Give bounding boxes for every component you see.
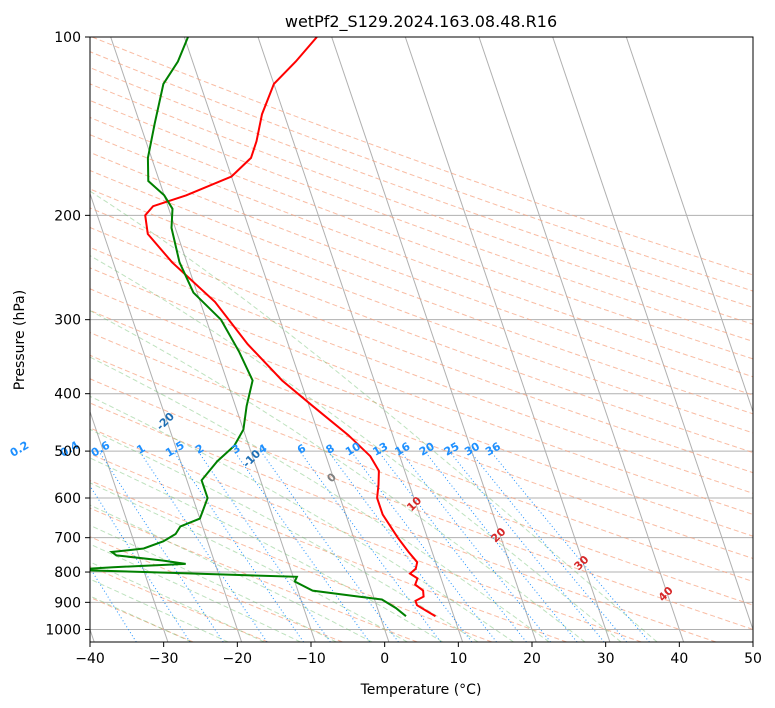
x-tick-label: −40 [75, 651, 105, 667]
dry-adiabat [90, 288, 753, 537]
dry-adiabat [90, 267, 753, 515]
x-tick-label: 0 [380, 651, 389, 667]
y-tick-label: 700 [54, 531, 81, 547]
x-tick-label: −10 [296, 651, 326, 667]
moist-adiabat [90, 561, 265, 642]
dry-adiabat [90, 596, 194, 642]
dry-adiabat [90, 378, 753, 630]
dewpoint-profile [90, 37, 407, 617]
y-tick-label: 600 [54, 491, 81, 507]
y-tick-label: 1000 [45, 622, 81, 638]
dry-adiabat [90, 402, 717, 642]
mixing-ratio-line [90, 484, 191, 642]
mixing-ratio-line [424, 450, 578, 642]
plot-frame [89, 36, 754, 643]
mixing-ratio-line [469, 450, 627, 642]
x-tick-label: 50 [744, 651, 762, 667]
y-tick-label: 800 [54, 565, 81, 581]
dry-adiabat [90, 169, 753, 415]
mixing-ratio-line [172, 450, 304, 642]
moist-adiabat [90, 395, 514, 642]
dry-adiabat [90, 427, 642, 642]
y-tick-label: 300 [54, 313, 81, 329]
isotherm [257, 37, 464, 642]
isotherm [183, 37, 390, 642]
x-axis-label: Temperature (°C) [360, 682, 482, 698]
dry-adiabat [90, 67, 753, 308]
isotherm [478, 37, 685, 642]
dry-adiabat [90, 354, 753, 606]
x-tick-label: 10 [449, 651, 467, 667]
mixing-ratio-label: 0.2 [8, 439, 31, 460]
y-tick-label: 900 [54, 595, 81, 611]
isotherm [404, 37, 611, 642]
moist-adiabat [90, 255, 622, 642]
y-tick-label: 500 [54, 444, 81, 460]
mixing-ratio-line [197, 450, 331, 642]
y-axis: 100 200 300 400 500 600 700 800 900 1000 [45, 30, 90, 638]
dry-adiabat [90, 479, 493, 642]
mixing-ratio-line [350, 450, 497, 642]
dry-adiabat [90, 507, 418, 642]
dry-adiabat [90, 246, 753, 494]
dry-adiabat [90, 99, 753, 342]
moist-adiabat [90, 457, 443, 642]
x-tick-label: −20 [223, 651, 253, 667]
moist-adiabat [90, 190, 658, 642]
x-tick-label: 30 [597, 651, 615, 667]
mixing-ratio-line [260, 450, 399, 642]
x-axis: −40 −30 −20 −10 0 10 20 30 40 50 [75, 642, 762, 667]
dry-adiabat [90, 83, 753, 325]
mixing-ratio-line [98, 450, 224, 642]
mixing-ratio-line [139, 450, 268, 642]
moist-adiabat [90, 543, 301, 642]
isotherm [90, 192, 243, 642]
background-lines [90, 37, 753, 642]
dry-adiabat [90, 331, 753, 582]
y-axis-label: Pressure (hPa) [12, 290, 28, 390]
x-tick-label: −30 [149, 651, 179, 667]
plot-background [90, 37, 753, 642]
isotherm [110, 37, 316, 642]
dry-adiabat [90, 536, 343, 642]
mixing-ratio-line [327, 450, 473, 642]
dry-adiabat [90, 151, 753, 396]
isotherm [90, 410, 169, 642]
moist-adiabat [90, 504, 373, 642]
y-tick-label: 200 [54, 208, 81, 224]
y-tick-label: 400 [54, 387, 81, 403]
moist-adiabat [90, 356, 550, 642]
moist-adiabat [90, 482, 408, 642]
dry-adiabat [90, 134, 753, 378]
dry-adiabat [90, 453, 567, 642]
y-tick-label: 100 [54, 30, 81, 46]
isotherm [552, 37, 753, 632]
x-tick-label: 40 [670, 651, 688, 667]
x-tick-label: 20 [523, 651, 541, 667]
temperature-profile [144, 37, 437, 618]
dry-adiabat [90, 51, 753, 292]
isotherm [625, 37, 753, 414]
dry-adiabat [90, 116, 753, 360]
profile-layer [90, 37, 437, 618]
mixing-ratio-line [490, 450, 650, 642]
mixing-ratio-line [233, 450, 370, 642]
chart-title: wetPf2_S129.2024.163.08.48.R16 [285, 12, 557, 32]
